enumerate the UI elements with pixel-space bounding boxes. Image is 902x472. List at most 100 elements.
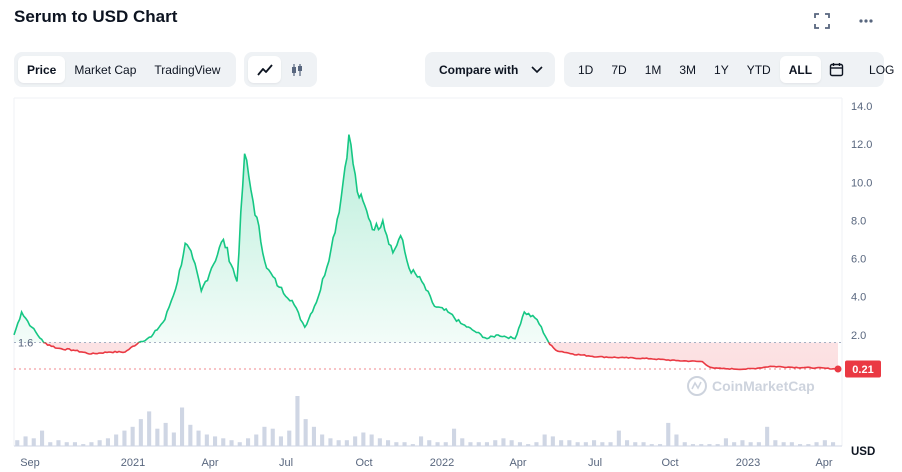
- volume-bar: [600, 442, 605, 446]
- volume-bar: [89, 442, 94, 446]
- volume-bar: [254, 434, 259, 446]
- volume-bar: [147, 411, 152, 446]
- volume-bar: [377, 438, 382, 446]
- watermark-text: CoinMarketCap: [712, 378, 815, 394]
- range-1d[interactable]: 1D: [578, 62, 594, 77]
- volume-bar: [559, 440, 564, 446]
- y-axis-unit: USD: [851, 446, 875, 458]
- tab-market-cap[interactable]: Market Cap: [74, 62, 137, 77]
- volume-bars: [15, 396, 836, 446]
- volume-bar: [732, 442, 737, 446]
- volume-bar: [583, 442, 588, 446]
- volume-bar: [822, 440, 827, 446]
- volume-bar: [460, 438, 465, 446]
- volume-bar: [64, 442, 69, 446]
- range-3m[interactable]: 3M: [679, 62, 697, 77]
- range-ytd[interactable]: YTD: [746, 62, 771, 77]
- volume-bar: [229, 440, 234, 446]
- candlestick-icon[interactable]: [281, 56, 313, 83]
- fullscreen-icon[interactable]: [811, 10, 833, 32]
- more-horizontal-icon[interactable]: [855, 10, 877, 32]
- volume-bar: [320, 434, 325, 446]
- coinmarketcap-watermark: CoinMarketCap: [687, 376, 815, 396]
- volume-bar: [756, 442, 761, 446]
- volume-bar: [517, 442, 522, 446]
- volume-bar: [130, 426, 135, 446]
- volume-bar: [410, 444, 415, 446]
- volume-bar: [666, 422, 671, 446]
- chart-type-toggle: [244, 52, 317, 87]
- volume-bar: [682, 442, 687, 446]
- price-line-below-baseline: [42, 342, 839, 371]
- x-tick-label: Apr: [201, 457, 218, 469]
- volume-bar: [23, 436, 28, 446]
- x-tick-label: 2022: [430, 457, 454, 469]
- y-tick-label: 2.0: [851, 330, 866, 342]
- volume-bar: [180, 407, 185, 446]
- volume-bar: [237, 442, 242, 446]
- volume-bar: [484, 442, 489, 446]
- area-fill-below-baseline: [14, 342, 838, 370]
- volume-bar: [163, 422, 168, 446]
- volume-bar: [526, 444, 531, 446]
- compare-with-dropdown[interactable]: Compare with: [425, 52, 555, 87]
- y-tick-label: 8.0: [851, 215, 866, 227]
- volume-bar: [311, 426, 316, 446]
- y-tick-label: 12.0: [851, 139, 872, 151]
- volume-bar: [196, 430, 201, 446]
- volume-bar: [715, 444, 720, 446]
- volume-bar: [723, 438, 728, 446]
- volume-bar: [56, 440, 61, 446]
- range-1y[interactable]: 1Y: [714, 62, 729, 77]
- volume-bar: [278, 436, 283, 446]
- y-axis: 14.0 12.0 10.0 8.0 6.0 4.0 2.0: [851, 101, 872, 342]
- range-1m[interactable]: 1M: [644, 62, 662, 77]
- volume-bar: [806, 444, 811, 446]
- volume-bar: [246, 438, 251, 446]
- volume-bar: [798, 444, 803, 446]
- volume-bar: [550, 436, 555, 446]
- tab-tradingview[interactable]: TradingView: [154, 62, 221, 77]
- volume-bar: [641, 442, 646, 446]
- volume-bar: [97, 440, 102, 446]
- volume-bar: [81, 444, 86, 446]
- calendar-icon[interactable]: [821, 56, 852, 83]
- area-fill-above-baseline: [14, 134, 549, 343]
- volume-bar: [674, 434, 679, 446]
- volume-bar: [690, 444, 695, 446]
- volume-bar: [509, 440, 514, 446]
- volume-bar: [171, 432, 176, 446]
- volume-bar: [419, 436, 424, 446]
- volume-bar: [204, 434, 209, 446]
- x-tick-label: Apr: [815, 457, 832, 469]
- volume-bar: [493, 440, 498, 446]
- volume-bar: [369, 434, 374, 446]
- volume-bar: [633, 442, 638, 446]
- volume-bar: [443, 442, 448, 446]
- chevron-down-icon: [531, 63, 543, 77]
- current-price-dot: [834, 365, 842, 373]
- volume-bar: [740, 440, 745, 446]
- volume-bar: [542, 434, 547, 446]
- range-7d[interactable]: 7D: [611, 62, 627, 77]
- log-scale-toggle[interactable]: LOG: [869, 62, 895, 77]
- volume-bar: [773, 440, 778, 446]
- volume-bar: [616, 430, 621, 446]
- volume-bar: [814, 442, 819, 446]
- current-price-badge: [845, 360, 881, 378]
- line-chart-icon[interactable]: [248, 56, 282, 83]
- volume-bar: [699, 444, 704, 446]
- y-tick-label: 4.0: [851, 292, 866, 304]
- y-tick-label: 14.0: [851, 101, 872, 113]
- volume-bar: [270, 428, 275, 446]
- tab-price[interactable]: Price: [18, 56, 66, 83]
- volume-bar: [567, 440, 572, 446]
- volume-bar: [707, 444, 712, 446]
- volume-bar: [765, 426, 770, 446]
- current-price-value: 0.21: [852, 364, 873, 376]
- volume-bar: [328, 438, 333, 446]
- volume-bar: [353, 436, 358, 446]
- x-tick-label: Sep: [20, 457, 40, 469]
- range-all[interactable]: ALL: [779, 56, 822, 83]
